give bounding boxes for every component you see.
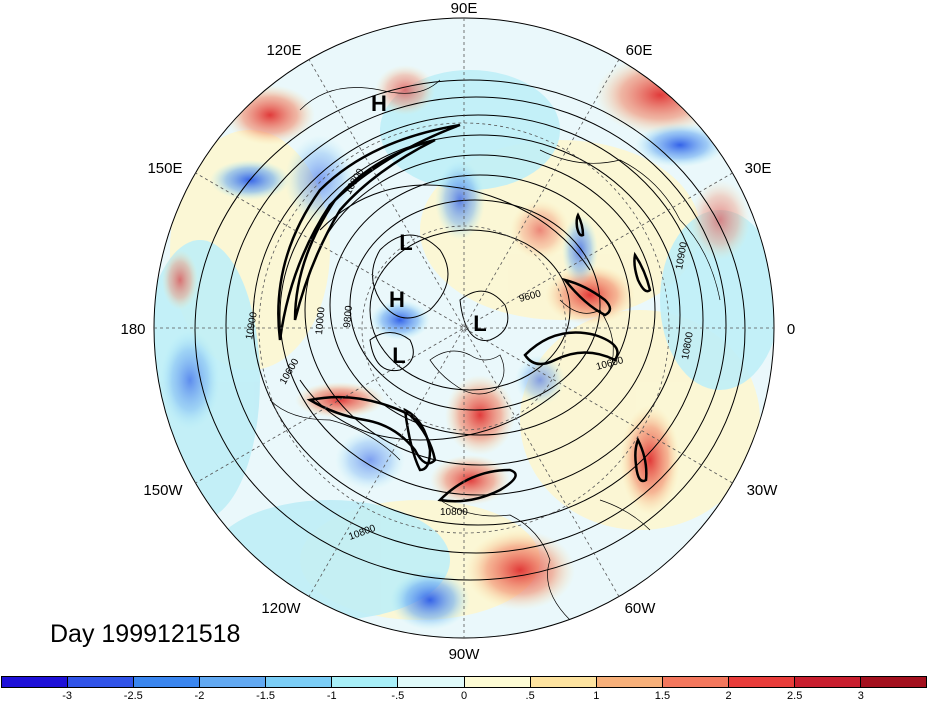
lon-label-30e: 30E: [745, 160, 772, 177]
colorbar-tick-label: 2: [725, 690, 732, 702]
pressure-centers: H L H L L: [371, 91, 487, 368]
contour-label: 10800: [440, 507, 468, 518]
colorbar-tick-label: -.5: [391, 690, 405, 702]
polar-map: 90E 60E 30E 0 30W 60W 90W 120W 150W 180 …: [120, 0, 795, 663]
lon-label-90e: 90E: [451, 0, 478, 17]
colorbar-tick-label: .5: [525, 690, 535, 702]
colorbar-swatch: [398, 677, 465, 687]
lon-label-0: 0: [787, 321, 795, 338]
lon-label-60w: 60W: [625, 600, 657, 617]
colorbar-swatch: [200, 677, 267, 687]
colorbar-tick-label: 2.5: [787, 690, 803, 702]
longitude-labels: 90E 60E 30E 0 30W 60W 90W 120W 150W 180 …: [120, 0, 795, 663]
colorbar-swatch: [134, 677, 201, 687]
contour-label: 10900: [244, 311, 260, 341]
lon-label-90w: 90W: [449, 646, 481, 663]
colorbar-swatch: [266, 677, 333, 687]
colorbar-tick-label: 1: [593, 690, 600, 702]
colorbar-tick-label: -3: [62, 690, 73, 702]
date-title: Day 1999121518: [50, 620, 241, 648]
colorbar-tick-label: -2: [194, 690, 205, 702]
colorbar-tick-label: -2.5: [123, 690, 143, 702]
colorbar-tick-label: 1.5: [654, 690, 671, 702]
colorbar-swatch: [2, 677, 69, 687]
colorbar-swatch: [596, 677, 663, 687]
colorbar-swatch: [861, 677, 927, 687]
high-pressure-center: H: [389, 287, 405, 312]
colorbar-swatch: [530, 677, 597, 687]
colorbar-swatch: [794, 677, 862, 687]
contour-label: 10800: [680, 331, 696, 361]
low-pressure-center: L: [392, 343, 405, 368]
contour-label: 9800: [342, 305, 355, 329]
colorbar-tick-label: 0: [460, 690, 468, 702]
colorbar-tick-label: 3: [857, 690, 864, 702]
contour-label: 10000: [314, 306, 327, 335]
lon-label-120w: 120W: [261, 600, 301, 617]
colorbar-swatch: [68, 677, 135, 687]
low-pressure-center: L: [399, 230, 412, 255]
jet-contours: [277, 123, 652, 503]
high-pressure-center: H: [371, 91, 387, 116]
colorbar-swatch: [728, 677, 795, 687]
lon-label-60e: 60E: [626, 42, 653, 59]
colorbar-swatch: [332, 677, 399, 687]
contour-label: 10900: [674, 241, 690, 271]
graticule: [154, 18, 774, 638]
lon-label-150w: 150W: [143, 482, 183, 499]
colorbar-swatch: [662, 677, 729, 687]
colorbar-tick-label: -1: [326, 690, 337, 702]
colorbar-tick-label: -1.5: [256, 690, 276, 702]
height-contours: [194, 79, 746, 581]
colorbar-swatch: [464, 677, 531, 687]
lon-label-30w: 30W: [747, 482, 779, 499]
colorbar: [1, 676, 927, 688]
low-pressure-center: L: [473, 311, 486, 336]
lon-label-150e: 150E: [147, 160, 182, 177]
lon-label-180: 180: [120, 321, 145, 338]
lon-label-120e: 120E: [266, 42, 301, 59]
